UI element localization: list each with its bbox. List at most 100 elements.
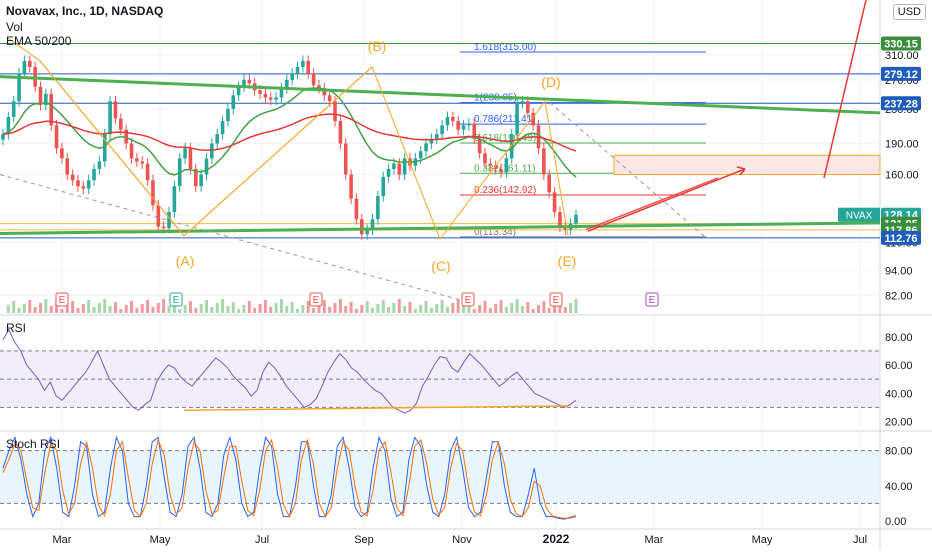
volume-bar	[103, 299, 107, 313]
earnings-marker-label: E	[173, 295, 180, 306]
candle-body	[279, 88, 284, 98]
candle-body	[451, 116, 455, 122]
candle-body	[70, 174, 75, 181]
candle-body	[327, 95, 332, 102]
candle-body	[108, 101, 112, 135]
volume-bar	[199, 304, 203, 313]
wave-label: (A)	[176, 253, 195, 269]
volume-bar	[445, 307, 449, 313]
price-badge-value: 112.76	[884, 233, 917, 245]
volume-bar	[553, 304, 557, 313]
target-zone-box	[613, 154, 881, 176]
volume-bar	[237, 309, 241, 313]
candle-body	[445, 116, 450, 126]
candle-body	[386, 168, 391, 177]
earnings-marker-label: E	[313, 295, 320, 306]
candle-body	[558, 212, 562, 227]
volume-bar	[258, 304, 262, 313]
projection-arrow	[587, 168, 746, 232]
volume-bar	[472, 309, 476, 313]
volume-bar	[408, 302, 412, 313]
volume-bar	[483, 301, 487, 313]
volume-bar	[349, 302, 353, 313]
volume-bar	[360, 305, 364, 313]
volume-bar	[124, 305, 128, 313]
candle-body	[11, 101, 16, 117]
candle-body	[397, 163, 402, 175]
earnings-marker	[55, 292, 69, 307]
candle-body	[542, 148, 546, 175]
earnings-marker-label: E	[649, 295, 656, 306]
volume-bar	[338, 299, 342, 313]
candle-body	[54, 125, 59, 149]
volume-bar	[542, 301, 546, 313]
volume-bar	[183, 305, 187, 313]
stoch-band	[0, 450, 880, 504]
rsi-pane-label[interactable]: RSI	[6, 321, 27, 335]
earnings-marker-label: E	[465, 295, 472, 306]
volume-bar	[574, 299, 578, 313]
rsi-tick-label: 40.00	[885, 388, 913, 400]
stoch-rsi-pane-label[interactable]: Stoch RSI	[6, 437, 61, 451]
volume-bar	[55, 302, 59, 313]
candle-body	[161, 226, 166, 229]
time-tick-label: May	[752, 534, 773, 546]
candle-body	[552, 192, 557, 213]
volume-bar	[526, 302, 530, 313]
candle-body	[17, 73, 21, 102]
candle-body	[49, 93, 53, 126]
candle-body	[274, 97, 278, 100]
volume-legend[interactable]: Vol	[6, 20, 23, 34]
candle-body	[204, 158, 209, 175]
volume-bar	[333, 303, 337, 313]
candle-body	[156, 205, 161, 227]
currency-badge[interactable]: USD	[892, 4, 926, 20]
price-badge	[881, 96, 921, 111]
volume-bar	[146, 300, 150, 313]
candle-body	[365, 229, 369, 235]
volume-bar	[28, 300, 32, 313]
ema200-line	[2, 113, 577, 152]
symbol-price-label-text: NVAX	[846, 211, 873, 222]
ema-legend[interactable]: EMA 50/200	[6, 34, 72, 48]
candle-body	[461, 125, 466, 130]
volume-bar	[22, 304, 26, 313]
volume-bar	[167, 306, 171, 313]
price-badge	[881, 230, 921, 245]
volume-bar	[204, 300, 208, 313]
candle-body	[424, 143, 428, 152]
volume-bar	[6, 305, 10, 313]
time-tick-label: Nov	[452, 534, 472, 546]
volume-bar	[60, 309, 64, 313]
volume-bar	[17, 308, 21, 313]
candle-body	[520, 101, 525, 103]
candle-body	[434, 134, 439, 139]
candle-body	[236, 86, 241, 96]
candle-body	[376, 196, 380, 220]
volume-bar	[537, 305, 541, 313]
volume-bar	[44, 299, 48, 313]
volume-bar	[488, 308, 492, 313]
volume-bar	[354, 309, 358, 313]
candle-body	[402, 158, 407, 175]
candle-body	[381, 176, 386, 197]
candle-body	[86, 180, 91, 189]
volume-bar	[547, 308, 551, 313]
candle-body	[504, 158, 509, 173]
dashed-trendline	[549, 102, 707, 239]
candle-body	[183, 148, 187, 159]
volume-bar	[279, 299, 283, 313]
volume-bar	[296, 309, 300, 313]
candle-body	[515, 102, 519, 135]
candle-body	[509, 134, 514, 159]
candle-body	[119, 118, 123, 130]
volume-bar	[92, 307, 96, 313]
time-tick-label: Mar	[645, 534, 664, 546]
candle-body	[167, 212, 171, 229]
time-tick-label: Jul	[853, 534, 867, 546]
volume-bar	[113, 302, 117, 313]
volume-bar	[274, 303, 278, 313]
volume-bar	[312, 308, 316, 313]
